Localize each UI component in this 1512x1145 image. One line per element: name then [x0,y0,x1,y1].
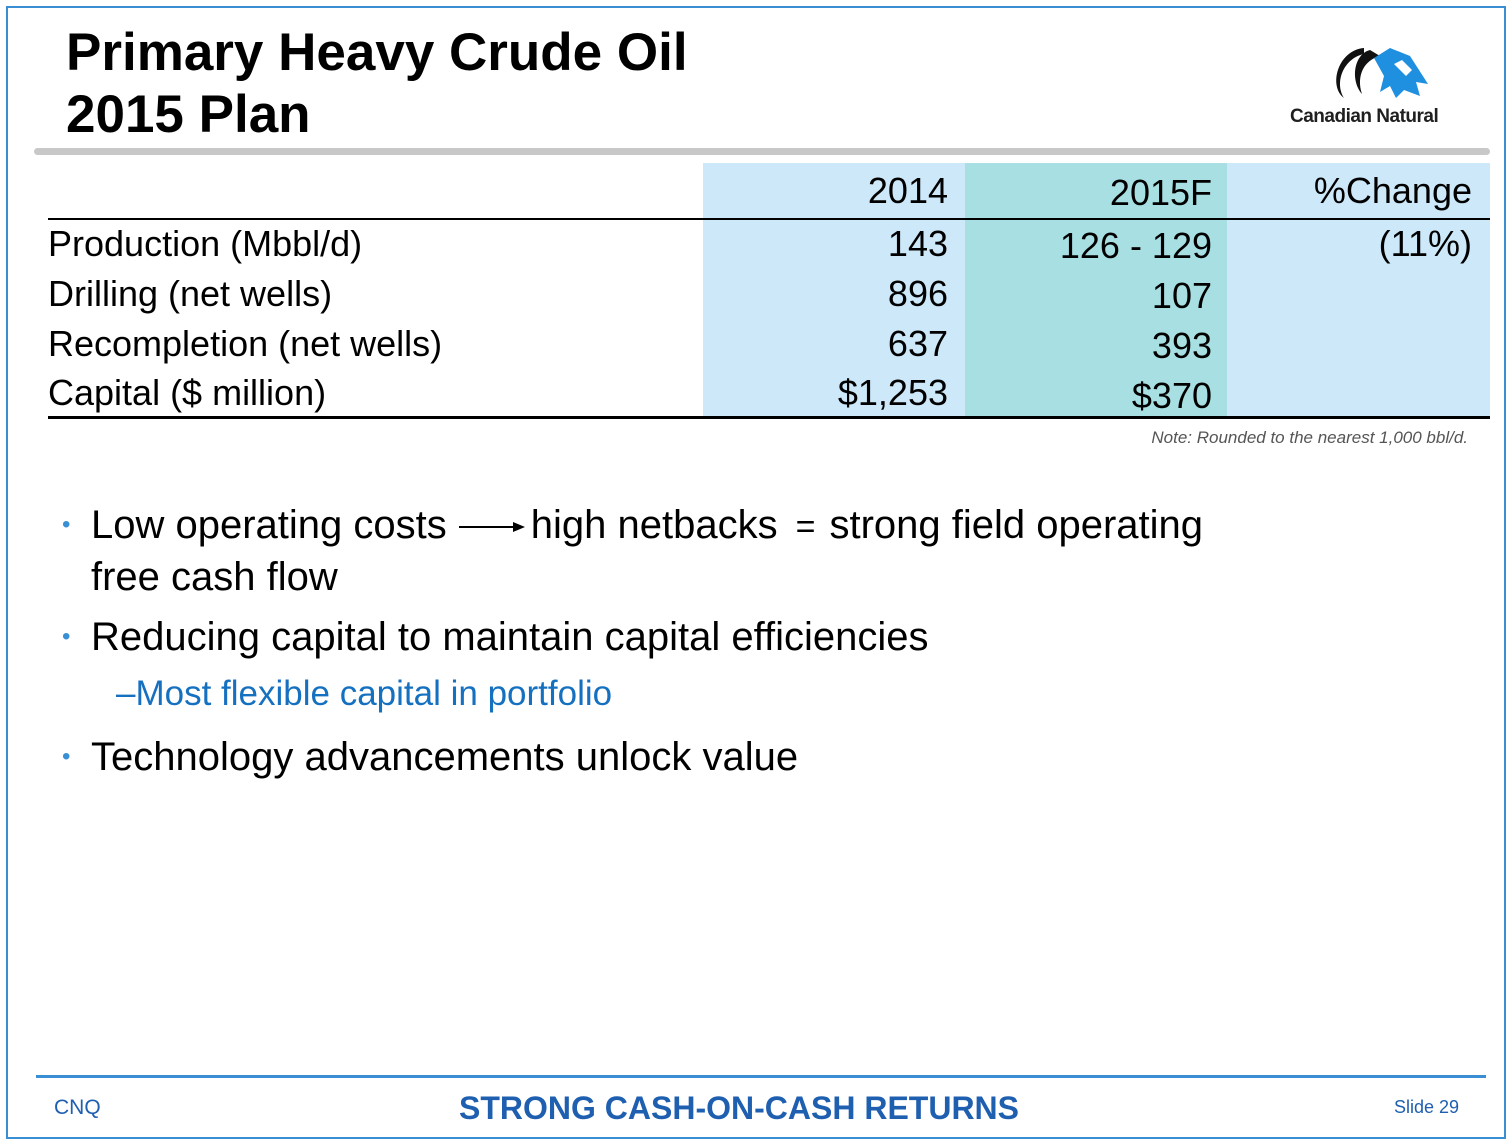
column-change-background [1227,163,1490,417]
cell-2014: $1,253 [837,372,948,413]
bullet-item: • Technology advancements unlock value [62,732,798,782]
header-rule [48,218,1490,220]
cell-2015f: $370 [1131,375,1212,416]
slide-number: Slide 29 [1394,1097,1460,1117]
row-label: Production (Mbbl/d) [48,223,363,264]
header-2014: 2014 [867,170,948,211]
footer-company: CNQ [54,1096,101,1119]
header-2015f: 2015F [1109,172,1212,213]
row-label: Drilling (net wells) [48,273,333,314]
row-label: Capital ($ million) [48,372,327,413]
bullet-text: high netbacks [530,503,778,547]
bullet-item: • Reducing capital to maintain capital e… [62,612,929,662]
logo-emblem-icon [1336,48,1428,98]
header-change: %Change [1313,170,1472,211]
title-line-1: Primary Heavy Crude Oil [66,23,688,82]
footer-divider [36,1075,1486,1078]
bullet-dot-icon: • [62,743,71,770]
cell-2014: 896 [887,273,948,314]
bullet-dot-icon: • [62,511,71,538]
cell-2014: 143 [887,223,948,264]
column-2015f-background [965,163,1227,417]
cell-2014: 637 [887,323,948,364]
equals-sign: = [795,508,816,546]
bullet-dot-icon: • [62,623,71,650]
bullet-text: Low operating costs [91,503,447,547]
column-2014-background [703,163,965,417]
cell-2015f: 126 - 129 [1059,225,1212,266]
slide-title: Primary Heavy Crude Oil 2015 Plan [66,22,688,146]
row-label: Recompletion (net wells) [48,323,443,364]
bullet-text-line-2: free cash flow [91,555,338,599]
bullet-text: Reducing capital to maintain capital eff… [91,615,929,659]
cell-2015f: 107 [1151,275,1212,316]
footer-tagline: STRONG CASH-ON-CASH RETURNS [459,1090,1019,1126]
bullet-text: Technology advancements unlock value [91,735,799,779]
title-divider [34,148,1490,155]
bullet-text: strong field operating [829,503,1204,547]
sub-bullet-item: –Most flexible capital in portfolio [116,672,612,716]
logo-text: Canadian Natural [1290,106,1439,127]
title-line-2: 2015 Plan [66,85,311,144]
company-logo: Canadian Natural [1286,46,1470,132]
dash-icon: – [116,674,136,713]
table-bottom-rule [48,416,1490,419]
table-note: Note: Rounded to the nearest 1,000 bbl/d… [1151,428,1468,447]
cell-change: (11%) [1378,223,1472,264]
bullet-item: • Low operating costs high netbacks = stron… [62,500,1203,602]
sub-bullet-text: Most flexible capital in portfolio [135,674,613,713]
slide-frame [6,6,1506,1139]
cell-2015f: 393 [1151,325,1212,366]
right-arrow-icon [458,522,525,533]
